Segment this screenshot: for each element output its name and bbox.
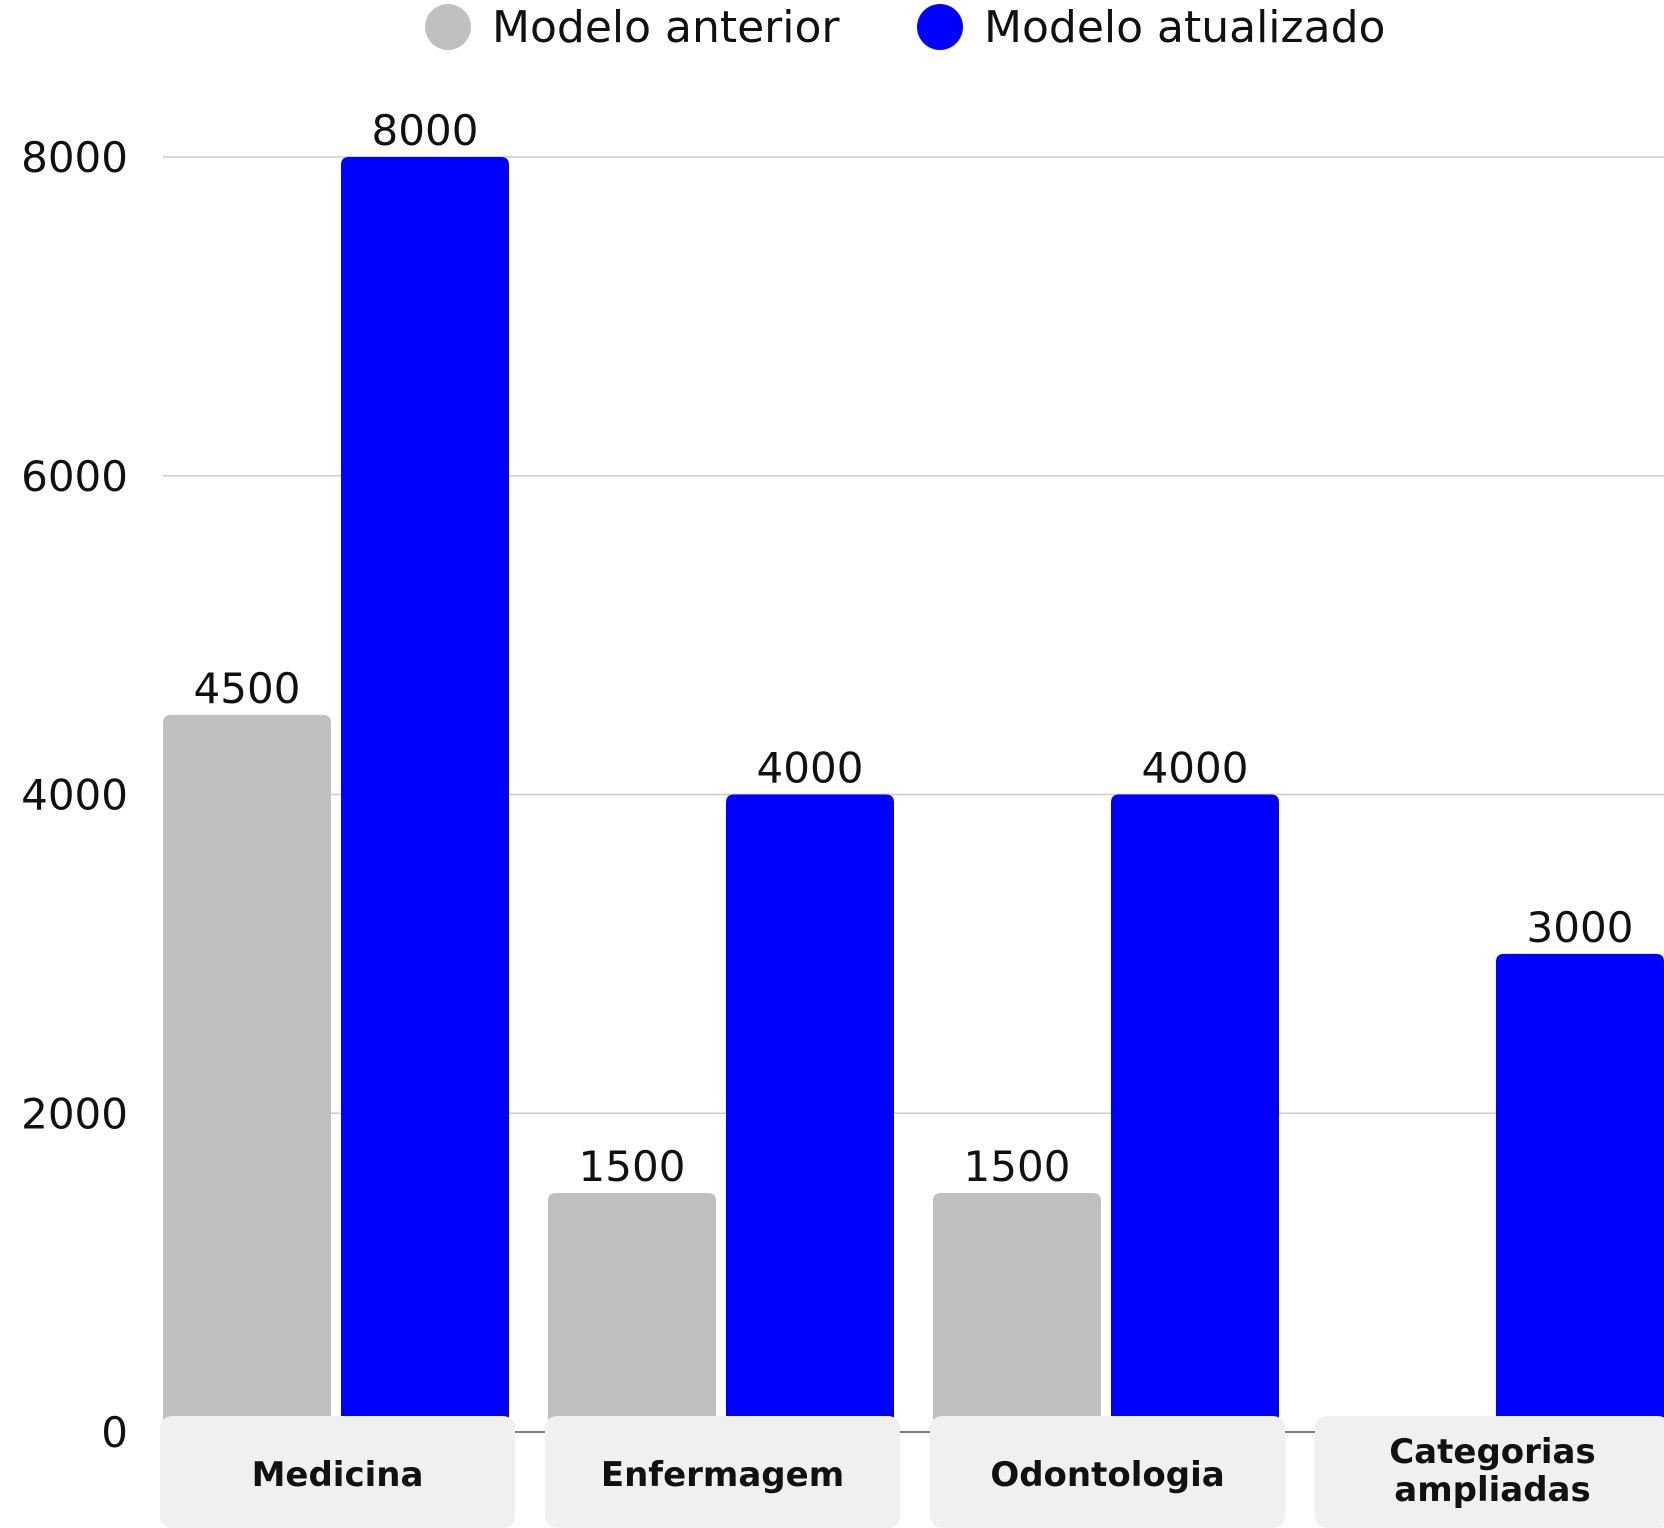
bar (726, 794, 894, 1432)
data-label: 8000 (372, 106, 479, 155)
legend-swatch (425, 4, 471, 50)
data-label: 1500 (579, 1142, 686, 1191)
category-label-box (1315, 1416, 1664, 1528)
y-tick-label: 6000 (21, 452, 128, 501)
y-tick-label: 8000 (21, 133, 128, 182)
category-label: Categorias ampliadas (1389, 1432, 1596, 1510)
legend-label: Modelo anterior (492, 2, 840, 53)
bar (1111, 794, 1279, 1432)
bar (933, 1192, 1101, 1432)
data-label: 3000 (1527, 903, 1634, 952)
category-label: Enfermagem (601, 1455, 844, 1495)
data-label: 4000 (1142, 744, 1249, 793)
bar (163, 714, 331, 1432)
legend-swatch (917, 4, 963, 50)
bar (1496, 953, 1664, 1432)
category-label-box (160, 1416, 515, 1528)
category-label: Medicina (252, 1455, 424, 1495)
y-tick-label: 2000 (21, 1089, 128, 1138)
legend-label: Modelo atualizado (984, 2, 1385, 53)
y-tick-label: 0 (101, 1408, 128, 1457)
data-label: 4500 (194, 664, 301, 713)
bar (548, 1192, 716, 1432)
data-label: 4000 (757, 744, 864, 793)
category-label-box (930, 1416, 1285, 1528)
category-label-box (545, 1416, 900, 1528)
bar (341, 157, 509, 1432)
category-label: Odontologia (990, 1455, 1224, 1495)
data-label: 1500 (964, 1142, 1071, 1191)
y-tick-label: 4000 (21, 771, 128, 820)
